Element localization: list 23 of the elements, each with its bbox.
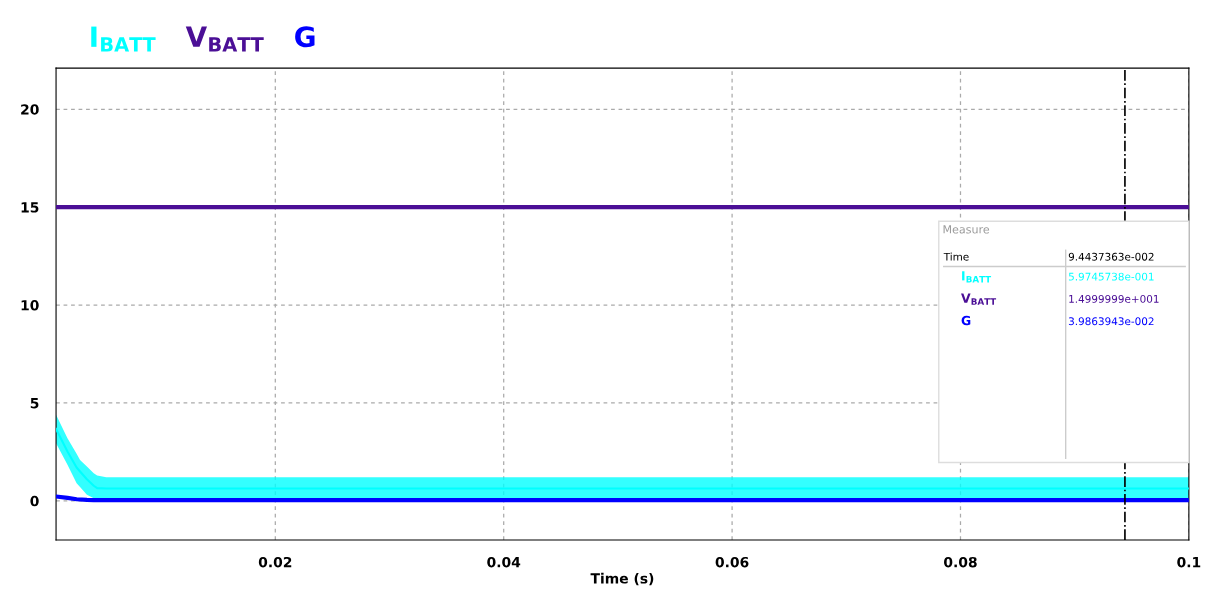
x-axis-title: Time (s) [590, 572, 654, 586]
annotation: 3.9863943e-002 [1068, 317, 1154, 326]
annotation: G [961, 315, 971, 326]
x-tick-label: 0.04 [487, 556, 521, 568]
annotation: 9.4437363e-002 [1068, 252, 1154, 261]
y-tick-label: 10 [21, 300, 39, 311]
x-tick-label: 0.02 [258, 556, 292, 568]
annotation: 5.9745738e-001 [1068, 272, 1154, 281]
text: I$_{BATT}$ [91, 26, 156, 52]
y-tick-label: 15 [21, 202, 39, 213]
annotation: V$_{BATT}$ [961, 293, 997, 305]
annotation: 1.4999999e+001 [1069, 294, 1159, 303]
text: V$_{BATT}$ [185, 26, 264, 52]
annotation: Measure [943, 225, 990, 234]
x-tick-label: 0.1 [1177, 556, 1201, 568]
y-tick-label: 5 [30, 398, 39, 409]
y-tick-label: 20 [21, 104, 39, 115]
y-tick-label: 0 [30, 495, 39, 507]
annotation: Time [943, 252, 969, 261]
x-tick-label: 0.08 [944, 556, 977, 568]
text: G [295, 26, 315, 48]
annotation: I$_{BATT}$ [962, 271, 992, 283]
x-tick-label: 0.06 [715, 556, 749, 568]
